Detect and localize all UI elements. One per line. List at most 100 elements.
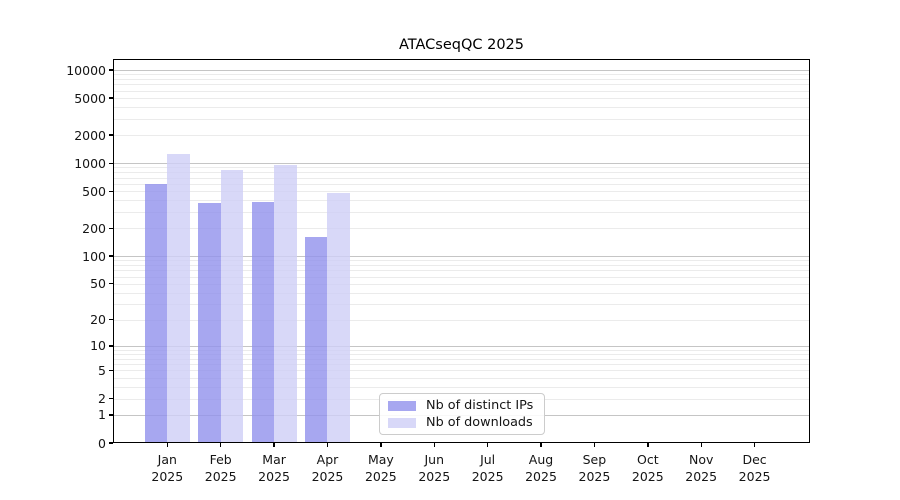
bar-nb-of-distinct-ips-mar-2025: [251, 202, 275, 443]
x-tick-label-line: Oct: [636, 452, 659, 467]
x-tick-label-line: 2025: [258, 469, 290, 484]
y-tick-label: 5: [98, 362, 106, 378]
y-tick-label: 50: [90, 276, 106, 292]
legend-label: Nb of downloads: [426, 415, 533, 430]
gridline-minor: [114, 292, 809, 294]
x-tick-label-line: Apr: [316, 452, 339, 467]
gridline-minor: [114, 228, 809, 230]
gridline-major: [114, 345, 809, 347]
gridline-minor: [114, 358, 809, 360]
x-tick-label-line: 2025: [364, 469, 397, 484]
gridline-minor: [114, 90, 809, 92]
y-tick-mark: [109, 190, 113, 192]
legend-label: Nb of distinct IPs: [426, 398, 534, 413]
gridline-minor: [114, 107, 809, 109]
gridline-minor: [114, 74, 809, 76]
bar-nb-of-downloads-jan-2025: [167, 154, 190, 443]
gridline-minor: [114, 319, 809, 321]
gridline-minor: [114, 270, 809, 272]
x-tick-mark: [486, 443, 489, 447]
y-tick-label: 1000: [74, 155, 106, 171]
x-tick-label: Mar 2025: [239, 451, 309, 485]
y-tick-label: 2: [98, 391, 106, 406]
y-tick-label: 0: [98, 435, 106, 451]
x-tick-label-line: 2025: [418, 469, 451, 484]
x-tick-mark: [326, 443, 329, 447]
y-tick-mark: [109, 97, 113, 99]
bar-nb-of-downloads-mar-2025: [274, 164, 297, 443]
x-tick-label: May 2025: [346, 451, 416, 485]
bar-nb-of-distinct-ips-feb-2025: [198, 203, 221, 443]
y-tick-label: 500: [82, 183, 106, 199]
x-tick-label-line: 2025: [578, 469, 611, 484]
y-tick-label: 5000: [74, 90, 106, 106]
gridline-major: [114, 163, 809, 165]
chart-title: ATACseqQC 2025: [398, 37, 525, 53]
y-tick-mark: [109, 162, 113, 164]
x-tick-label: Dec 2025: [720, 451, 790, 485]
x-tick-label-line: Sep: [582, 452, 607, 467]
y-tick-mark: [109, 69, 113, 71]
gridline-minor: [114, 191, 809, 193]
y-tick-mark: [109, 255, 113, 257]
y-tick-mark: [109, 345, 113, 347]
x-tick-mark: [433, 443, 435, 447]
x-tick-label-line: 2025: [151, 469, 184, 484]
gridline-minor: [114, 172, 809, 174]
x-tick-label: Jan 2025: [132, 451, 202, 485]
gridline-minor: [114, 167, 809, 169]
x-tick-label-line: Aug: [528, 452, 554, 467]
y-tick-label: 2000: [74, 127, 106, 143]
gridline-minor: [114, 386, 809, 388]
bar-nb-of-downloads-feb-2025: [220, 169, 244, 443]
gridline-minor: [114, 370, 809, 372]
gridline-minor: [114, 283, 809, 285]
legend-item-downloads: Nb of downloads: [388, 415, 538, 430]
y-tick-label: 100: [82, 248, 106, 264]
x-tick-label-line: Jul: [480, 452, 496, 467]
y-tick-mark: [109, 227, 113, 229]
x-tick-label: Apr 2025: [292, 451, 362, 485]
x-tick-mark: [540, 443, 542, 447]
x-tick-mark: [753, 443, 756, 447]
x-tick-label-line: Jan: [157, 452, 177, 467]
legend-swatch-distinct-ips: [388, 400, 416, 411]
gridline-minor: [114, 260, 809, 262]
y-tick-label: 1: [98, 407, 106, 423]
x-tick-label-line: Feb: [209, 452, 232, 467]
x-tick-mark: [273, 443, 275, 447]
gridline-minor: [114, 276, 809, 278]
gridline-minor: [114, 79, 809, 81]
x-tick-label-line: Mar: [262, 452, 286, 467]
y-tick-mark: [109, 283, 113, 285]
gridline-minor: [114, 265, 809, 267]
legend-item-distinct-ips: Nb of distinct IPs: [388, 398, 538, 413]
x-tick-label-line: 2025: [471, 469, 504, 484]
x-tick-label-line: 2025: [631, 469, 664, 484]
bar-nb-of-distinct-ips-jan-2025: [144, 183, 168, 443]
y-tick-mark: [109, 397, 113, 400]
y-tick-mark: [109, 134, 113, 136]
y-tick-mark: [109, 414, 113, 416]
x-tick-mark: [166, 443, 168, 447]
gridline-minor: [114, 177, 809, 179]
gridline-minor: [114, 135, 809, 137]
bar-nb-of-distinct-ips-apr-2025: [304, 237, 328, 443]
y-tick-label: 10: [90, 338, 106, 354]
gridline-minor: [114, 200, 809, 202]
x-tick-mark: [380, 443, 382, 447]
x-tick-label-line: May: [367, 452, 394, 467]
x-tick-label-line: 2025: [204, 469, 237, 484]
bar-nb-of-downloads-apr-2025: [327, 193, 350, 443]
gridline-major: [114, 256, 809, 258]
x-tick-label-line: 2025: [525, 469, 557, 484]
gridline-minor: [114, 84, 809, 86]
x-tick-label: Aug 2025: [506, 451, 576, 485]
y-tick-mark: [109, 319, 113, 321]
gridline-minor: [114, 354, 809, 356]
y-tick-label: 20: [90, 312, 106, 328]
x-tick-label: Feb 2025: [186, 451, 256, 485]
gridline-minor: [114, 364, 809, 366]
gridline-minor: [114, 349, 809, 351]
gridline-major: [114, 70, 809, 71]
